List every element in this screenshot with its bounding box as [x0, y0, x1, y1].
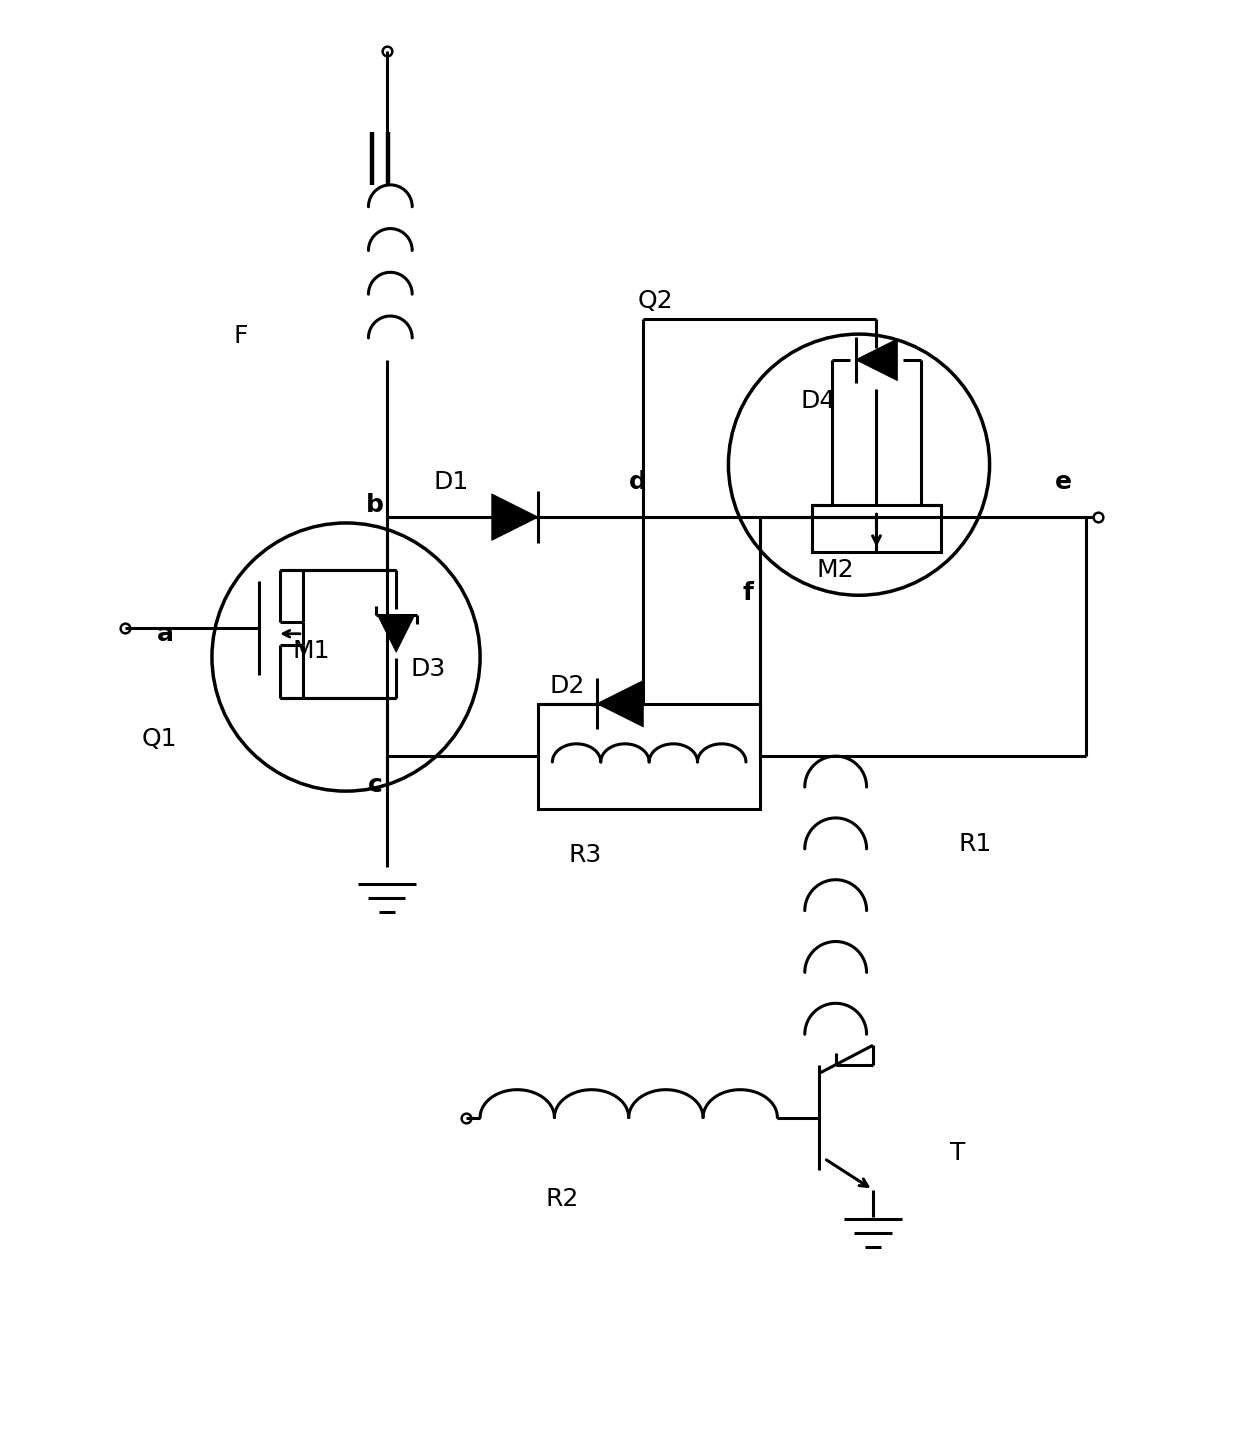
- Text: T: T: [950, 1140, 966, 1165]
- Text: M2: M2: [817, 557, 854, 582]
- Polygon shape: [377, 615, 415, 653]
- Text: D4: D4: [801, 388, 836, 413]
- Text: M1: M1: [293, 640, 330, 663]
- Text: Q1: Q1: [141, 727, 177, 750]
- Text: R3: R3: [568, 843, 601, 867]
- Polygon shape: [596, 680, 644, 727]
- Polygon shape: [492, 494, 538, 541]
- Text: R2: R2: [546, 1186, 578, 1211]
- Text: F: F: [234, 324, 248, 349]
- Text: e: e: [1054, 470, 1071, 494]
- Text: D3: D3: [410, 657, 445, 680]
- Text: c: c: [368, 774, 383, 797]
- Text: D2: D2: [549, 675, 585, 698]
- Text: b: b: [366, 493, 384, 518]
- Polygon shape: [856, 339, 898, 381]
- Text: f: f: [743, 582, 754, 605]
- Text: d: d: [629, 470, 646, 494]
- Text: R1: R1: [959, 832, 992, 855]
- Text: D1: D1: [433, 470, 469, 494]
- Text: Q2: Q2: [637, 289, 673, 314]
- Text: a: a: [156, 622, 174, 646]
